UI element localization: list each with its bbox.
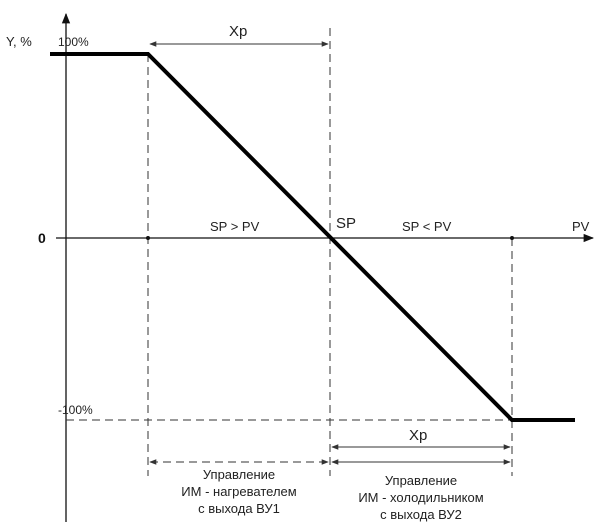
heater-zone-line2: ИМ - нагревателем [181,484,296,499]
bottom-value-label: -100% [58,403,93,417]
condition-right: SP < PV [402,219,452,234]
zero-label: 0 [38,230,46,246]
condition-left: SP > PV [210,219,260,234]
xp-top-label: Xp [229,23,247,40]
heater-zone-line1: Управление [203,467,275,482]
cooler-zone-line2: ИМ - холодильником [358,490,483,505]
heater-zone-line3: с выхода ВУ1 [198,501,280,516]
cooler-zone-line1: Управление [385,473,457,488]
y-axis-label: Y, % [6,34,32,49]
xp-bottom-label: Xp [409,427,427,444]
marker-dot-heater-start [146,236,150,240]
top-value-label: 100% [58,35,89,49]
x-axis-label: PV [572,219,590,234]
setpoint-label: SP [336,215,356,232]
marker-dot-cooler-end [510,236,514,240]
control-characteristic-curve [50,52,575,422]
cooler-zone-line3: с выхода ВУ2 [380,507,462,522]
